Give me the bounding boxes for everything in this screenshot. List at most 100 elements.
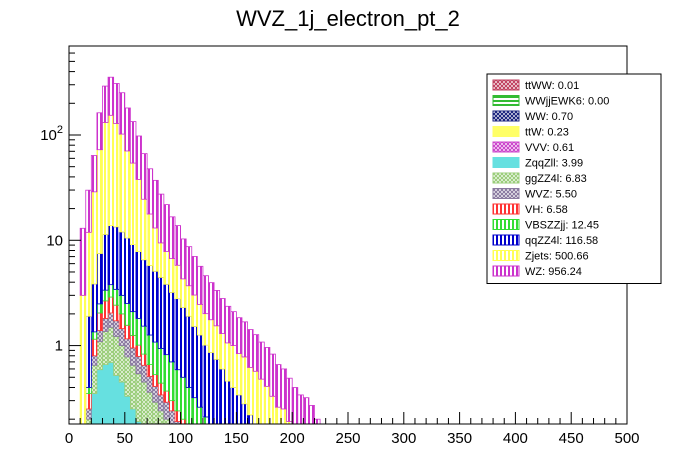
axes: 0 50 100 150 200 250 300 350 400 450 500 1 10 102 — [40, 45, 640, 447]
bar-qqZZ4l-27 — [230, 387, 237, 425]
bar-Zjets-4 — [102, 122, 109, 235]
bar-ggZZ4l-13 — [152, 401, 159, 425]
bar-Zjets-11 — [141, 198, 148, 261]
bar-VH-2 — [90, 338, 98, 357]
bar-ggZZ4l-5 — [107, 326, 115, 363]
bar-Zjets-7 — [118, 133, 126, 233]
bar-WVZ-15 — [163, 401, 170, 420]
legend-entry: qqZZ4l: 116.58 — [492, 234, 598, 247]
bar-WZ-22 — [202, 275, 209, 315]
bar-qqZZ4l-10 — [135, 251, 142, 319]
series-Zjets — [79, 114, 293, 425]
legend: ttWW: 0.01 WWjjEWK6: 0.00 WW: 0.70 ttW: 0.2… — [486, 73, 662, 284]
bar-VBSZZjj-2 — [90, 331, 98, 340]
bar-VBSZZjj-4 — [102, 289, 109, 302]
bar-ggZZ4l-15 — [163, 418, 170, 425]
bar-VH-7 — [118, 313, 126, 329]
bar-Zjets-31 — [252, 370, 260, 425]
bar-Zjets-16 — [169, 258, 176, 293]
x-tick-label: 50 — [116, 430, 133, 447]
bar-VBSZZjj-10 — [135, 318, 142, 346]
bar-ggZZ4l-2 — [90, 364, 98, 394]
bar-VBSZZjj-13 — [152, 341, 159, 376]
bar-WZ-40 — [302, 397, 310, 425]
x-tick-label: 350 — [447, 430, 472, 447]
bar-WZ-28 — [235, 317, 243, 354]
bar-WZ-18 — [180, 238, 187, 280]
bar-VBSZZjj-3 — [96, 303, 103, 314]
bar-qqZZ4l-13 — [152, 270, 159, 343]
legend-label: ttW: 0.23 — [525, 127, 569, 139]
bar-WZ-41 — [308, 405, 315, 425]
bar-WZ-4 — [102, 85, 109, 123]
bar-ZqqZll-2 — [90, 393, 98, 425]
bar-Zjets-36 — [280, 408, 288, 425]
legend-swatch — [492, 219, 520, 230]
legend-label: ZqqZll: 3.99 — [525, 158, 583, 170]
bar-ZqqZll-9 — [129, 408, 137, 425]
bar-WZ-3 — [96, 112, 103, 151]
histogram-bars — [79, 76, 321, 425]
bar-Zjets-0 — [79, 294, 87, 425]
bar-WVZ-16 — [169, 410, 176, 425]
bar-qqZZ4l-22 — [202, 344, 209, 418]
bar-Zjets-22 — [202, 313, 209, 346]
bar-WZ-24 — [213, 290, 221, 327]
bar-WZ-8 — [124, 107, 131, 152]
legend-entry: Zjets: 500.66 — [492, 250, 589, 263]
bar-WZ-37 — [286, 377, 293, 422]
legend-label: VBSZZjj: 12.45 — [525, 220, 599, 232]
bar-WZ-19 — [185, 246, 193, 287]
bar-VH-4 — [102, 300, 109, 319]
legend-swatch — [492, 126, 520, 137]
bar-VBSZZjj-1 — [85, 387, 92, 394]
bar-qqZZ4l-12 — [146, 265, 154, 336]
bar-Zjets-3 — [96, 149, 103, 254]
legend-entry: VH: 6.58 — [492, 203, 568, 216]
bar-VH-18 — [180, 418, 187, 425]
bar-VH-14 — [157, 382, 165, 396]
bar-ggZZ4l-8 — [124, 356, 131, 397]
bar-qqZZ4l-2 — [90, 283, 98, 333]
bar-VBSZZjj-20 — [191, 397, 198, 425]
bar-WZ-27 — [230, 311, 237, 346]
bar-Zjets-32 — [258, 378, 265, 425]
legend-label: VH: 6.58 — [525, 204, 568, 216]
bar-ggZZ4l-10 — [135, 373, 142, 422]
bar-WZ-6 — [113, 83, 120, 124]
legend-entry: ttW: 0.23 — [492, 126, 569, 139]
bar-WVZ-11 — [141, 364, 148, 383]
bar-VH-10 — [135, 344, 142, 357]
bar-qqZZ4l-28 — [235, 394, 243, 425]
bar-qqZZ4l-6 — [113, 226, 120, 290]
bar-ggZZ4l-9 — [129, 364, 137, 410]
bar-qqZZ4l-9 — [129, 244, 137, 313]
bar-Zjets-24 — [213, 325, 221, 360]
bar-Zjets-12 — [146, 213, 154, 266]
bar-Zjets-10 — [135, 179, 142, 252]
legend-entry: WVZ: 5.50 — [492, 188, 577, 201]
x-tick-label: 100 — [168, 430, 193, 447]
legend-swatch — [492, 250, 520, 261]
legend-label: WZ: 956.24 — [525, 266, 582, 278]
bar-WZ-17 — [174, 225, 182, 266]
legend-entry: ZqqZll: 3.99 — [492, 157, 583, 170]
y-tick-label: 10 — [46, 232, 63, 249]
bar-qqZZ4l-24 — [213, 358, 221, 425]
bar-Zjets-18 — [180, 278, 187, 308]
legend-swatch — [492, 79, 520, 91]
legend-swatch — [492, 141, 520, 153]
x-tick-label: 200 — [280, 430, 305, 447]
bar-VBSZZjj-17 — [174, 369, 182, 412]
bar-VBSZZjj-6 — [113, 288, 120, 306]
bar-WZ-20 — [191, 256, 198, 296]
bar-VBSZZjj-5 — [107, 284, 115, 298]
bar-ZqqZll-6 — [113, 375, 120, 425]
bar-WVZ-9 — [129, 347, 137, 366]
x-tick-label: 0 — [65, 430, 73, 447]
bar-qqZZ4l-8 — [124, 237, 131, 304]
bar-ggZZ4l-14 — [157, 410, 165, 425]
bar-qqZZ4l-19 — [185, 315, 193, 388]
legend-label: qqZZ4l: 116.58 — [525, 235, 598, 247]
